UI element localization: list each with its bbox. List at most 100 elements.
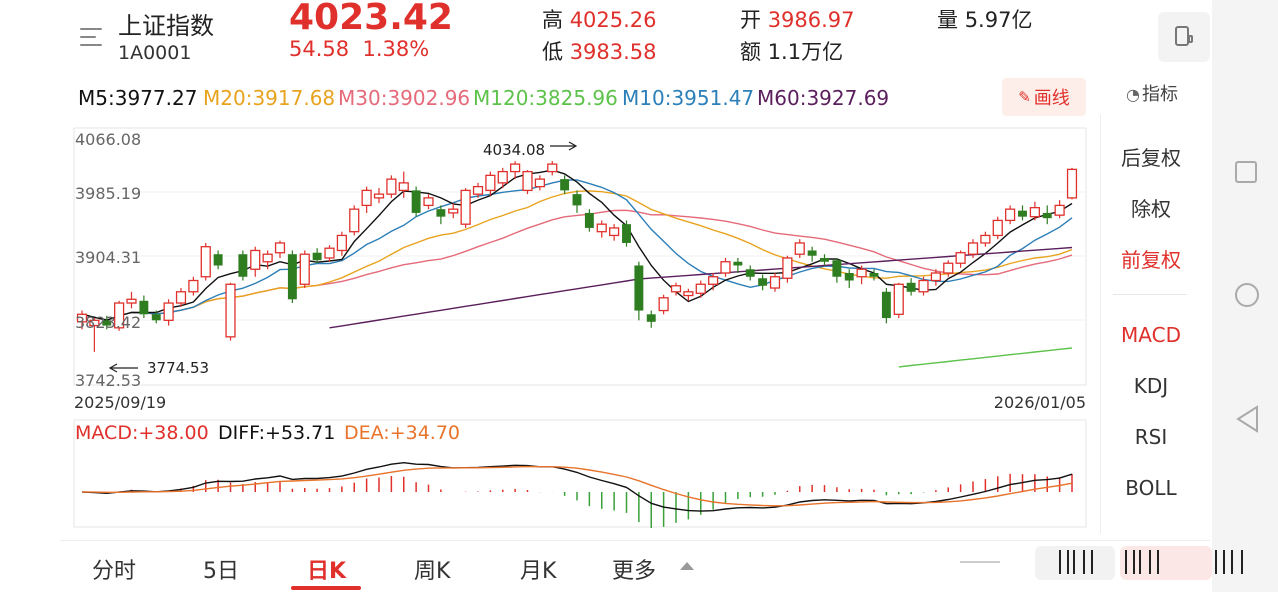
price-change: 54.58 1.38% [289,37,429,61]
candle [720,261,731,274]
candle [658,297,669,312]
candle [769,276,781,289]
candle [324,247,335,259]
candle [102,320,112,326]
candle [745,269,755,277]
high-label: 高 [542,8,563,32]
menu-icon[interactable] [80,26,106,48]
candle [1005,208,1016,222]
candle [869,272,879,277]
candle [423,197,434,207]
candle [436,209,446,217]
amount-label: 额 [740,40,761,64]
y-tick-1: 4066.08 [75,130,141,149]
y-tick-5: 3742.53 [75,371,141,390]
indicator-boll[interactable]: BOLL [1125,476,1177,500]
candle [361,189,372,207]
indicator-header[interactable]: ◔ 指标 [1126,80,1178,106]
candle [992,219,1003,237]
candle [336,234,347,252]
recents-icon[interactable] [1235,161,1257,183]
ma20-label: M20:3917.68 [203,86,336,110]
candle [596,223,607,233]
candle [114,302,125,329]
candle [225,283,236,338]
ma30-label: M30:3902.96 [338,86,471,110]
candle [534,178,545,188]
amount-stat: 额 1.1万亿 [740,36,843,66]
candle [497,170,508,184]
tab-monthly-k[interactable]: 月K [520,559,557,584]
ex-rights-option[interactable]: 除权 [1131,197,1171,221]
blurred-toolbar-area [960,546,1243,580]
candle [820,257,829,262]
tab-more[interactable]: 更多 [612,559,657,584]
open-label: 开 [740,8,761,32]
chevron-up-icon[interactable] [680,562,694,570]
candle [89,319,100,327]
back-icon[interactable] [1236,405,1258,433]
tab-daily-k[interactable]: 日K [307,559,347,584]
stock-code: 1A0001 [118,42,192,64]
candle [943,262,954,274]
volume-stat: 量 5.97亿 [937,4,1032,34]
candle [967,242,979,255]
candle [250,249,261,270]
kline-chart[interactable]: 4066.08 3985.19 3904.31 3823.42 3742.53 … [0,0,1100,540]
candle [472,185,484,195]
candle [955,252,966,264]
amount-value: 1.1万亿 [767,40,844,64]
draw-line-button[interactable]: ✎ 画线 [1002,78,1086,116]
x-start-date: 2025/09/19 [74,393,166,412]
candle [213,254,223,266]
candle [299,253,310,285]
change-value: 54.58 [289,37,350,61]
indicator-kdj[interactable]: KDJ [1133,374,1169,398]
candle [584,212,594,228]
candle [139,300,149,315]
stock-title: 上证指数 [118,12,214,40]
tab-5day[interactable]: 5日 [203,559,239,584]
tab-weekly-k[interactable]: 周K [414,559,451,584]
candle [708,276,719,285]
back-adjusted-option[interactable]: 后复权 [1121,146,1181,170]
max-marker-arrowhead [568,141,578,151]
indicator-macd[interactable]: MACD [1121,323,1181,347]
candle [893,283,904,315]
system-nav-bar [1212,0,1278,592]
candle [1029,207,1040,218]
candle [758,278,768,286]
max-marker-label: 4034.08 [483,141,545,159]
macd-lines [81,461,1073,512]
low-label: 低 [542,40,563,64]
side-divider [1113,294,1187,295]
candle [683,291,694,297]
ma10-line [81,179,1073,321]
landscape-button[interactable] [1158,12,1210,62]
min-marker-arrowhead [108,363,118,373]
candle [695,283,706,294]
draw-line-label: 画线 [1033,88,1070,109]
candle [238,254,248,277]
open-stat: 开 3986.97 [740,4,855,34]
home-icon[interactable] [1235,283,1259,307]
macd-value-label: MACD:+38.00 [75,422,209,444]
dea-line [81,465,1073,507]
indicator-rsi[interactable]: RSI [1134,425,1168,449]
side-panel: 后复权 除权 前复权 MACD KDJ RSI BOLL [1100,114,1207,534]
tab-intraday[interactable]: 分时 [92,559,137,584]
candle [547,163,558,173]
candle [930,272,941,282]
y-tick-4: 3823.42 [75,313,141,332]
candle [622,224,631,243]
candle [609,227,620,237]
macd-bars [93,473,1073,528]
y-tick-3: 3904.31 [75,248,141,267]
open-value: 3986.97 [767,8,855,32]
min-marker-label: 3774.53 [147,359,209,377]
period-tabs [60,540,1210,593]
candle [670,285,682,293]
ma120-line [898,347,1073,368]
x-end-date: 2026/01/05 [994,393,1086,412]
forward-adjusted-option[interactable]: 前复权 [1121,248,1181,272]
